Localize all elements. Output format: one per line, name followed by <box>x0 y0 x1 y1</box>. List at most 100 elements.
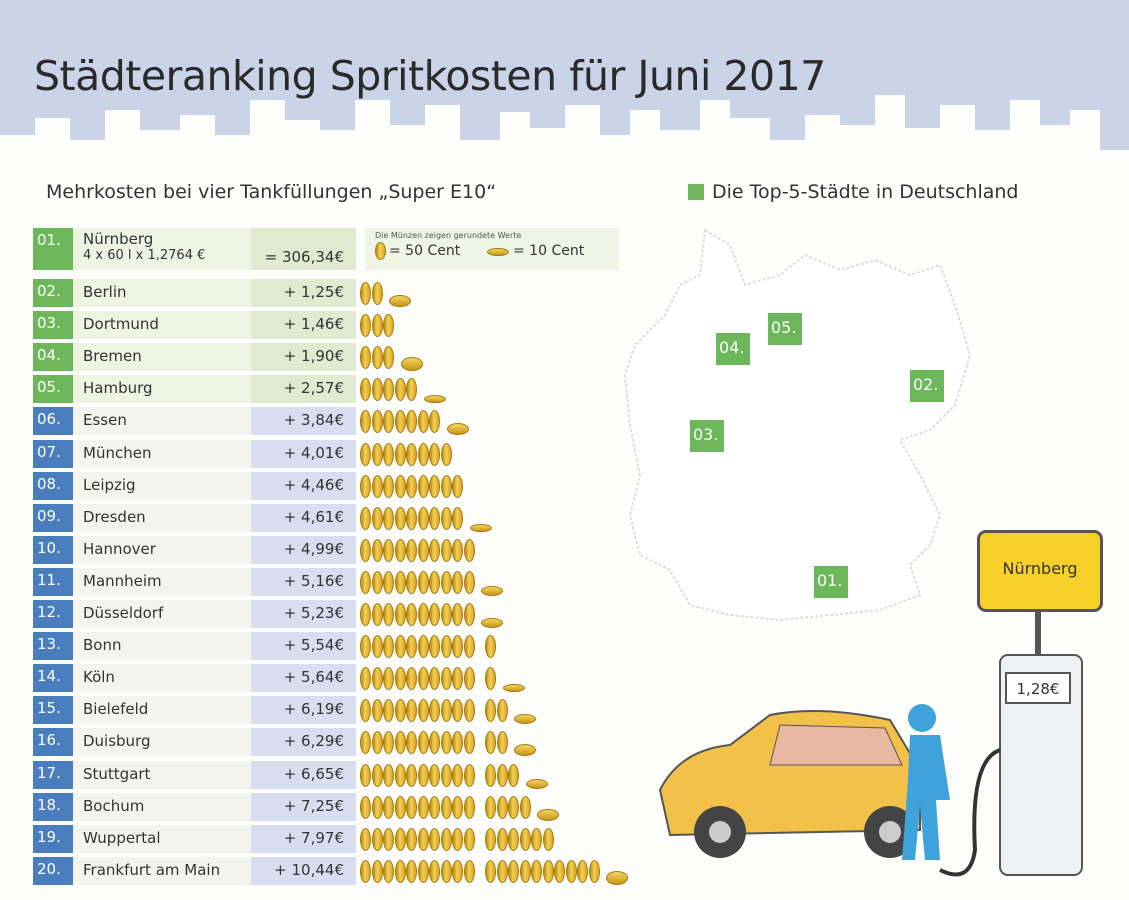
coin-50-cent <box>394 506 406 530</box>
coin-50-cent <box>360 795 371 819</box>
coin-50-cent <box>463 635 475 659</box>
coin-bar <box>356 632 636 660</box>
rank-badge: 06. <box>33 407 73 436</box>
coin-50-cent <box>406 763 417 787</box>
city-name: Stuttgart <box>73 760 251 789</box>
coin-bar <box>356 536 636 564</box>
coin-50-cent <box>452 506 463 530</box>
coin-50-cent <box>394 538 406 562</box>
city-name: Bochum <box>73 792 251 821</box>
coin-50-cent <box>440 506 452 530</box>
coin-50-cent <box>452 603 463 626</box>
coin-50-cent <box>440 667 452 691</box>
coin-50-cent <box>406 795 417 819</box>
coin-50-cent <box>371 635 383 659</box>
coin-10-cent-stack <box>537 808 559 821</box>
coin-50-cent <box>406 410 417 434</box>
rank-badge: 08. <box>33 471 73 500</box>
coin-50-cent <box>394 859 406 883</box>
coin-50-cent <box>383 346 394 370</box>
rank-badge: 11. <box>33 567 73 596</box>
coin-50-cent <box>383 795 394 819</box>
coin-50-cent <box>371 859 383 883</box>
city-name: München <box>73 439 251 468</box>
coin-50-cent <box>406 667 417 691</box>
coin-50-cent <box>452 731 463 755</box>
coin-50-cent <box>485 635 496 659</box>
city-name: Bremen <box>73 343 251 372</box>
coin-50-cent <box>429 570 440 594</box>
rank-badge: 17. <box>33 760 73 789</box>
coin-50-cent <box>429 635 440 659</box>
coin-50-cent <box>519 859 531 883</box>
coin-10-icon <box>487 248 509 256</box>
coin-bar <box>356 407 636 436</box>
value-label: + 4,61€ <box>251 503 356 532</box>
coin-10-cent-stack <box>502 684 525 693</box>
coin-50-icon <box>375 242 386 260</box>
coin-50-cent <box>360 346 371 370</box>
coin-50-cent <box>383 731 394 755</box>
city-name: Leipzig <box>73 471 251 500</box>
coin-50-cent <box>371 827 383 851</box>
coin-50-cent <box>463 570 475 594</box>
table-row: 18. Bochum + 7,25€ <box>33 792 636 821</box>
coin-50-cent <box>429 603 440 626</box>
city-name: Dortmund <box>73 311 251 340</box>
coin-legend: Die Münzen zeigen gerundete Werte = 50 C… <box>365 228 619 270</box>
coin-50-cent <box>394 699 406 723</box>
coin-50-cent <box>417 474 429 498</box>
coin-50-cent <box>383 410 394 434</box>
rank-badge: 02. <box>33 279 73 307</box>
coin-50-cent <box>496 827 508 851</box>
coin-50-cent <box>360 827 371 851</box>
coin-50-cent <box>463 538 475 562</box>
coin-50-cent <box>394 763 406 787</box>
coin-50-cent <box>508 763 519 787</box>
coin-50-cent <box>394 795 406 819</box>
coin-50-cent <box>440 538 452 562</box>
coin-50-cent <box>417 603 429 626</box>
coin-50-cent <box>417 667 429 691</box>
value-label: + 4,99€ <box>251 535 356 564</box>
city-sign: Nürnberg <box>977 530 1103 612</box>
coin-50-cent <box>542 859 554 883</box>
coin-50-cent <box>508 795 519 819</box>
coin-50-cent <box>429 442 440 466</box>
coin-50-cent <box>463 795 475 819</box>
city-name: Berlin <box>73 279 251 307</box>
value-label: + 7,25€ <box>251 792 356 821</box>
coin-50-cent <box>417 538 429 562</box>
coin-50-cent <box>383 474 394 498</box>
car-and-pump-illustration <box>658 610 1083 877</box>
coin-bar <box>356 311 636 339</box>
coin-50-cent <box>463 731 475 755</box>
value-label: + 6,19€ <box>251 696 356 725</box>
coin-50-cent <box>383 667 394 691</box>
coin-bar <box>356 472 636 500</box>
coin-50-cent <box>496 763 508 787</box>
city-name: Frankfurt am Main <box>73 856 251 885</box>
coin-10-cent-stack <box>606 870 628 885</box>
coin-bar <box>356 825 636 853</box>
map-title: Die Top-5-Städte in Deutschland <box>712 181 1019 203</box>
coin-10-cent-stack <box>481 618 503 628</box>
value-label: + 6,65€ <box>251 760 356 789</box>
map-label-01: 01. <box>814 566 848 598</box>
legend-50: = 50 Cent <box>389 243 461 259</box>
coin-10-cent-stack <box>389 295 411 307</box>
coin-50-cent <box>417 827 429 851</box>
coin-50-cent <box>371 538 383 562</box>
rank-badge: 10. <box>33 535 73 564</box>
coin-50-cent <box>394 410 406 434</box>
coin-50-cent <box>383 603 394 626</box>
coin-50-cent <box>360 442 371 466</box>
coin-50-cent <box>383 827 394 851</box>
coin-50-cent <box>394 474 406 498</box>
table-row: 16. Duisburg + 6,29€ <box>33 728 636 757</box>
coin-50-cent <box>485 795 496 819</box>
coin-50-cent <box>383 699 394 723</box>
rank-badge: 05. <box>33 375 73 404</box>
coin-50-cent <box>383 538 394 562</box>
coin-50-cent <box>452 538 463 562</box>
